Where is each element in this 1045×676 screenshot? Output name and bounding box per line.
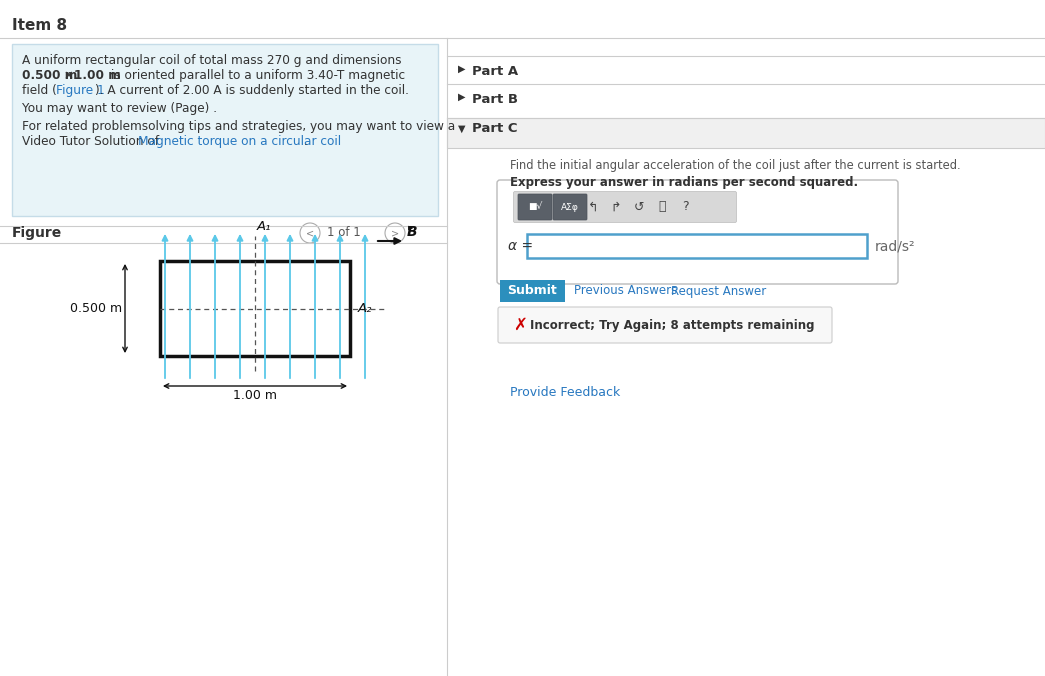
Text: Video Tutor Solution of: Video Tutor Solution of (22, 135, 163, 148)
Text: For related problemsolving tips and strategies, you may want to view a: For related problemsolving tips and stra… (22, 120, 456, 133)
Text: Provide Feedback: Provide Feedback (510, 386, 621, 399)
Text: Item 8: Item 8 (11, 18, 67, 33)
Text: Part C: Part C (472, 122, 517, 135)
Text: ×: × (60, 69, 77, 82)
Text: Figure: Figure (11, 226, 63, 240)
Text: ✗: ✗ (513, 316, 527, 334)
Text: Figure 1: Figure 1 (56, 84, 104, 97)
Text: ▼: ▼ (458, 124, 465, 134)
Text: Submit: Submit (507, 285, 557, 297)
Text: ■√: ■√ (528, 203, 542, 212)
Text: Find the initial angular acceleration of the coil just after the current is star: Find the initial angular acceleration of… (510, 159, 960, 172)
Text: 0.500 m: 0.500 m (22, 69, 77, 82)
Text: field (: field ( (22, 84, 56, 97)
Text: ↱: ↱ (610, 201, 621, 214)
Text: ▶: ▶ (458, 64, 465, 74)
Text: Part A: Part A (472, 65, 518, 78)
FancyBboxPatch shape (527, 234, 867, 258)
Text: A₂: A₂ (358, 302, 372, 315)
Text: ↺: ↺ (633, 201, 645, 214)
Text: A uniform rectangular coil of total mass 270 g and dimensions: A uniform rectangular coil of total mass… (22, 54, 401, 67)
Text: Previous Answers: Previous Answers (574, 285, 677, 297)
Text: Incorrect; Try Again; 8 attempts remaining: Incorrect; Try Again; 8 attempts remaini… (530, 318, 814, 331)
Text: A₁: A₁ (257, 220, 272, 233)
Text: Express your answer in radians per second squared.: Express your answer in radians per secon… (510, 176, 858, 189)
Text: 1 of 1: 1 of 1 (327, 226, 361, 239)
FancyBboxPatch shape (553, 194, 587, 220)
Text: You may want to review (Page) .: You may want to review (Page) . (22, 102, 217, 115)
Text: .: . (303, 135, 307, 148)
FancyBboxPatch shape (513, 191, 737, 222)
FancyBboxPatch shape (518, 194, 552, 220)
Text: <: < (306, 228, 315, 238)
Text: 1.00 m: 1.00 m (74, 69, 121, 82)
Text: ). A current of 2.00 A is suddenly started in the coil.: ). A current of 2.00 A is suddenly start… (95, 84, 409, 97)
FancyBboxPatch shape (498, 307, 832, 343)
FancyBboxPatch shape (11, 44, 438, 216)
Text: 1.00 m: 1.00 m (233, 389, 277, 402)
FancyBboxPatch shape (497, 180, 898, 284)
Text: AΣφ: AΣφ (561, 203, 579, 212)
Text: ↰: ↰ (587, 201, 598, 214)
Text: ?: ? (681, 201, 689, 214)
Bar (160, 261, 350, 356)
Text: ▶: ▶ (458, 92, 465, 102)
Text: Request Answer: Request Answer (671, 285, 766, 297)
FancyBboxPatch shape (447, 118, 1045, 148)
FancyBboxPatch shape (500, 280, 565, 302)
Text: is oriented parallel to a uniform 3.40-T magnetic: is oriented parallel to a uniform 3.40-T… (107, 69, 404, 82)
Text: α =: α = (508, 239, 533, 253)
Text: 0.500 m: 0.500 m (70, 302, 122, 315)
Text: Part B: Part B (472, 93, 518, 106)
Text: rad/s²: rad/s² (875, 239, 915, 253)
Text: Magnetic torque on a circular coil: Magnetic torque on a circular coil (138, 135, 342, 148)
Text: ⌗: ⌗ (658, 201, 666, 214)
Text: >: > (391, 228, 399, 238)
Text: B: B (407, 225, 418, 239)
